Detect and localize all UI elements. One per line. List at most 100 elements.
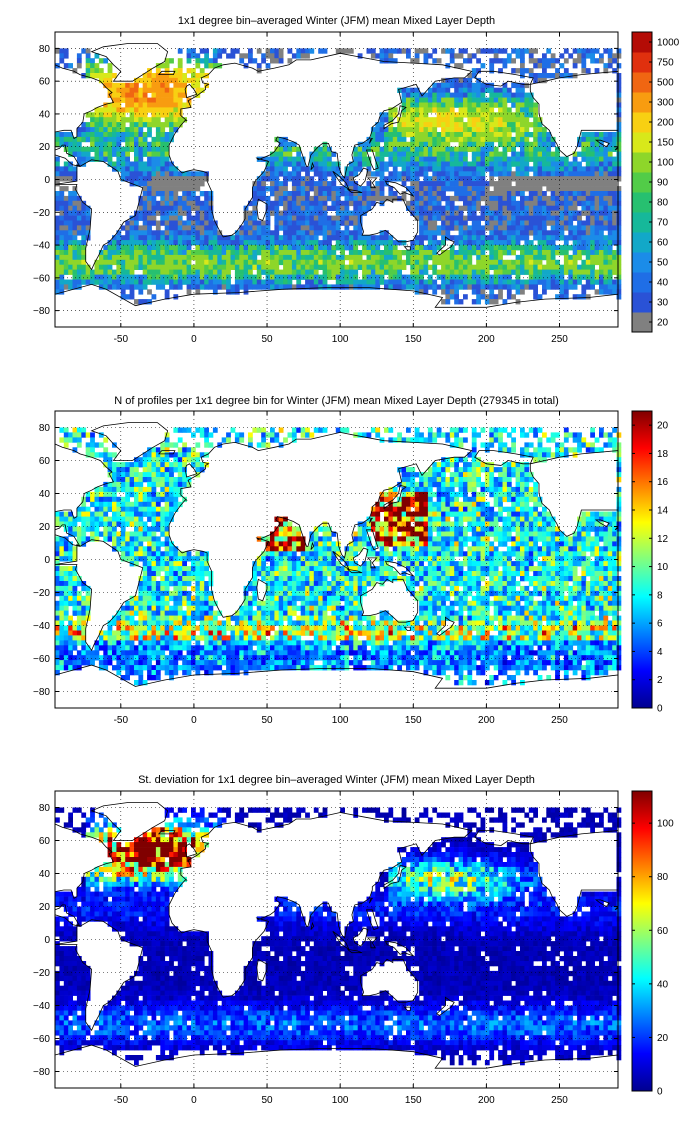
data-cell xyxy=(612,447,617,453)
data-cell xyxy=(164,250,170,256)
data-cell xyxy=(594,240,600,246)
data-cell xyxy=(331,191,337,197)
data-cell xyxy=(528,200,534,207)
data-cell xyxy=(129,467,135,473)
data-cell xyxy=(454,477,459,483)
data-cell xyxy=(480,427,486,433)
data-cell xyxy=(445,176,451,182)
data-cell xyxy=(160,107,166,113)
coastline xyxy=(403,246,411,251)
data-cell xyxy=(585,250,591,256)
data-cell xyxy=(590,254,595,261)
data-cell xyxy=(112,107,117,113)
data-cell xyxy=(454,122,459,128)
data-cell xyxy=(177,452,183,458)
data-cell xyxy=(134,240,139,246)
data-cell xyxy=(182,171,187,177)
data-cell xyxy=(542,195,547,202)
data-cell xyxy=(90,122,95,128)
data-cell xyxy=(142,112,148,118)
data-cell xyxy=(445,92,451,98)
data-cell xyxy=(366,195,372,202)
data-cell xyxy=(392,245,398,251)
data-cell xyxy=(616,447,622,453)
data-cell xyxy=(169,73,174,79)
data-cell xyxy=(542,240,547,246)
data-cell xyxy=(278,442,284,448)
data-cell xyxy=(476,176,481,182)
data-cell xyxy=(616,191,622,197)
data-cell xyxy=(169,486,174,493)
data-cell xyxy=(568,230,574,236)
data-cell xyxy=(590,259,595,266)
data-cell xyxy=(366,274,372,280)
data-cell xyxy=(392,141,398,148)
data-cell xyxy=(533,102,538,108)
data-cell xyxy=(370,200,376,207)
data-cell xyxy=(300,274,306,280)
data-cell xyxy=(68,284,73,290)
data-cell xyxy=(410,437,416,443)
data-cell xyxy=(445,151,451,157)
data-cell xyxy=(594,274,600,280)
data-cell xyxy=(454,92,459,98)
data-cell xyxy=(476,245,481,251)
data-cell xyxy=(265,186,271,192)
data-cell xyxy=(256,284,262,290)
data-cell xyxy=(524,205,530,211)
data-cell xyxy=(515,230,521,236)
data-cell xyxy=(559,294,565,300)
data-cell xyxy=(125,279,130,285)
data-cell xyxy=(164,210,170,216)
data-cell xyxy=(493,191,499,197)
data-cell xyxy=(581,289,587,295)
data-cell xyxy=(103,274,109,280)
data-cell xyxy=(436,432,442,438)
data-cell xyxy=(449,58,455,64)
data-cell xyxy=(489,264,495,270)
data-cell xyxy=(191,284,196,290)
data-cell xyxy=(182,457,187,463)
data-cell xyxy=(546,250,552,256)
data-cell xyxy=(327,181,332,187)
data-cell xyxy=(129,122,135,128)
data-cell xyxy=(537,230,543,236)
data-cell xyxy=(555,284,560,290)
data-cell xyxy=(572,186,578,192)
data-cell xyxy=(401,477,407,483)
data-cell xyxy=(98,132,104,138)
data-cell xyxy=(401,264,407,270)
data-cell xyxy=(151,259,157,266)
data-cell xyxy=(590,245,595,251)
data-cell xyxy=(243,264,249,270)
data-cell xyxy=(410,195,416,202)
data-cell xyxy=(515,176,521,182)
data-cell xyxy=(134,181,139,187)
data-cell xyxy=(414,279,420,285)
data-cell xyxy=(441,462,446,468)
data-cell xyxy=(331,205,337,211)
data-cell xyxy=(98,112,104,118)
data-cell xyxy=(528,274,534,280)
data-cell xyxy=(511,220,516,226)
data-cell xyxy=(344,274,350,280)
data-cell xyxy=(278,156,284,162)
data-cell xyxy=(445,477,451,483)
data-cell xyxy=(537,205,543,211)
data-cell xyxy=(366,181,372,187)
data-cell xyxy=(506,195,512,202)
data-cell xyxy=(397,122,402,128)
data-cell xyxy=(375,245,381,251)
data-cell xyxy=(585,274,591,280)
data-cell xyxy=(164,200,170,207)
data-cell xyxy=(463,77,468,84)
data-cell xyxy=(414,254,420,261)
data-cell xyxy=(107,279,113,285)
data-cell xyxy=(559,442,565,448)
data-cell xyxy=(155,122,161,128)
data-cell xyxy=(94,73,100,79)
data-cell xyxy=(234,274,240,280)
data-cell xyxy=(432,58,438,64)
data-cell xyxy=(471,472,477,478)
data-cell xyxy=(432,191,438,197)
